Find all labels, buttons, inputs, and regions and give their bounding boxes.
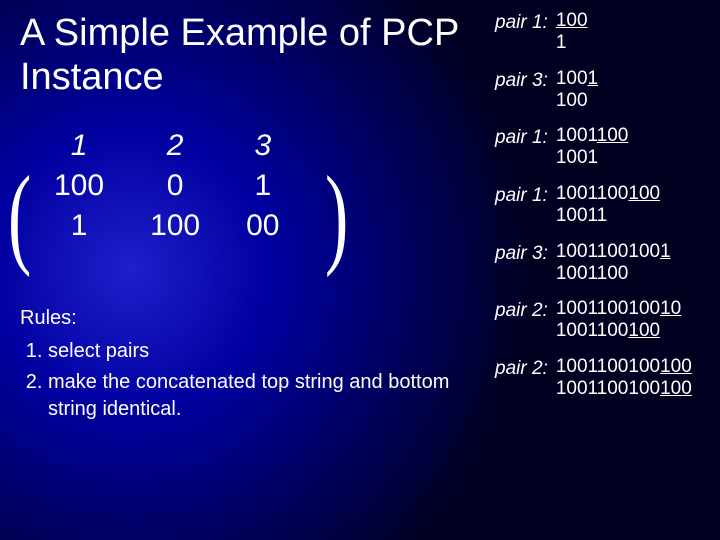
bracket-left: ( — [8, 162, 31, 274]
step-label: pair 1: — [495, 125, 548, 149]
step-top-ul: 100 — [597, 125, 629, 146]
table-cell: 0 — [128, 167, 222, 205]
step-top-ul: 1 — [588, 68, 599, 89]
steps-column: pair 1: 100 1 pair 3: 1001 100 pair 1: 1… — [495, 10, 720, 414]
step-top-plain: 1001 — [556, 125, 597, 146]
step-row: pair 1: 1001100100 10011 — [495, 183, 720, 227]
step-label: pair 3: — [495, 241, 548, 265]
step-row: pair 1: 100 1 — [495, 10, 720, 54]
step-top-ul: 1 — [660, 241, 671, 262]
bracket-right: ) — [325, 162, 348, 274]
table-cell: 00 — [224, 207, 301, 245]
rules-block: Rules: select pairs make the concatenate… — [20, 305, 480, 427]
table-cell: 1 — [224, 167, 301, 205]
step-top-ul: 100 — [628, 183, 660, 204]
step-label: pair 1: — [495, 183, 548, 207]
rule-item: make the concatenated top string and bot… — [48, 369, 480, 423]
rules-heading: Rules: — [20, 305, 480, 332]
step-top-ul: 100 — [660, 356, 692, 377]
step-bot-ul: 100 — [628, 320, 660, 341]
step-label: pair 2: — [495, 298, 548, 322]
col-header: 3 — [224, 127, 301, 165]
step-top-ul: 10 — [660, 298, 681, 319]
step-top-plain: 100 — [556, 68, 588, 89]
step-row: pair 3: 1001 100 — [495, 68, 720, 112]
step-bot-plain: 1001100100 — [556, 378, 660, 399]
table-row: 100 0 1 — [32, 167, 302, 205]
table-cell: 100 — [32, 167, 126, 205]
step-top-plain: 1001100100 — [556, 241, 660, 262]
step-bot-plain: 10011 — [556, 205, 607, 226]
table-header-row: 1 2 3 — [32, 127, 302, 165]
step-label: pair 3: — [495, 68, 548, 92]
step-label: pair 2: — [495, 356, 548, 380]
pairs-table: 1 2 3 100 0 1 1 100 00 — [30, 125, 304, 247]
step-bot-plain: 1001100 — [556, 263, 629, 284]
step-row: pair 3: 10011001001 1001100 — [495, 241, 720, 285]
rule-item: select pairs — [48, 338, 480, 365]
step-top-plain: 1001100 — [556, 183, 629, 204]
step-row: pair 2: 100110010010 1001100100 — [495, 298, 720, 342]
step-bot-ul: 100 — [660, 378, 692, 399]
slide-title: A Simple Example of PCP Instance — [20, 12, 480, 99]
table-cell: 1 — [32, 207, 126, 245]
step-top-plain: 1001100100 — [556, 356, 660, 377]
col-header: 2 — [128, 127, 222, 165]
table-cell: 100 — [128, 207, 222, 245]
step-row: pair 1: 1001100 1001 — [495, 125, 720, 169]
table-row: 1 100 00 — [32, 207, 302, 245]
step-bot-plain: 1001 — [556, 147, 598, 168]
step-label: pair 1: — [495, 10, 548, 34]
step-top-plain: 1001100100 — [556, 298, 660, 319]
step-bot-plain: 1001100 — [556, 320, 629, 341]
step-bot-plain: 100 — [556, 90, 588, 111]
step-top-ul: 100 — [556, 10, 588, 31]
step-row: pair 2: 1001100100100 1001100100100 — [495, 356, 720, 400]
col-header: 1 — [32, 127, 126, 165]
step-bot-plain: 1 — [556, 32, 567, 53]
